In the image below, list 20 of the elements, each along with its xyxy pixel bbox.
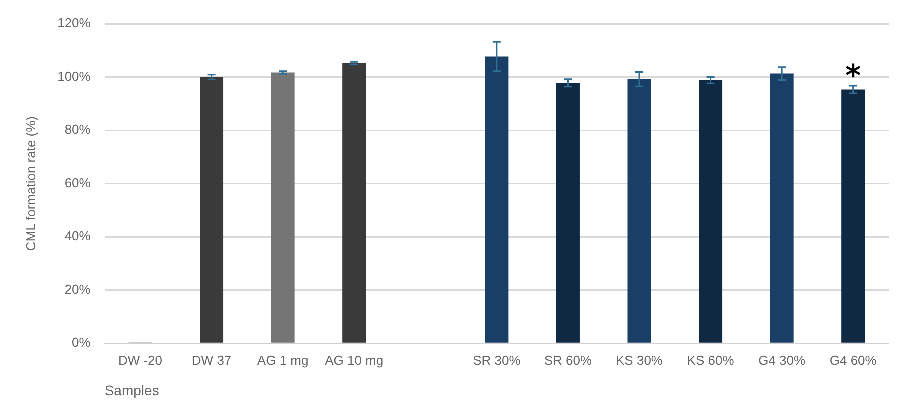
y-tick-label: 0% bbox=[72, 335, 92, 350]
y-tick-label: 20% bbox=[64, 282, 92, 297]
x-tick-label: DW 37 bbox=[192, 352, 232, 368]
y-tick-label: 100% bbox=[58, 68, 92, 84]
x-tick-label: KS 60% bbox=[687, 352, 735, 368]
y-tick-label: 60% bbox=[64, 175, 92, 190]
x-tick-label: DW -20 bbox=[118, 352, 163, 368]
x-tick-label: SR 60% bbox=[544, 352, 592, 368]
x-tick-label: KS 30% bbox=[616, 352, 664, 368]
x-tick-label: SR 30% bbox=[473, 352, 522, 368]
y-axis-title: CML formation rate (%) bbox=[23, 116, 38, 252]
annotation: * bbox=[846, 58, 862, 94]
y-tick-label: 80% bbox=[64, 122, 92, 138]
x-tick-label: G4 60% bbox=[830, 352, 878, 368]
x-axis-title: Samples bbox=[104, 382, 160, 398]
y-tick-label: 120% bbox=[58, 16, 92, 31]
x-tick-label: G4 30% bbox=[758, 352, 806, 368]
y-tick-label: 40% bbox=[64, 228, 92, 244]
x-tick-label: AG 1 mg bbox=[257, 352, 309, 368]
x-tick-label: AG 10 mg bbox=[325, 352, 384, 368]
